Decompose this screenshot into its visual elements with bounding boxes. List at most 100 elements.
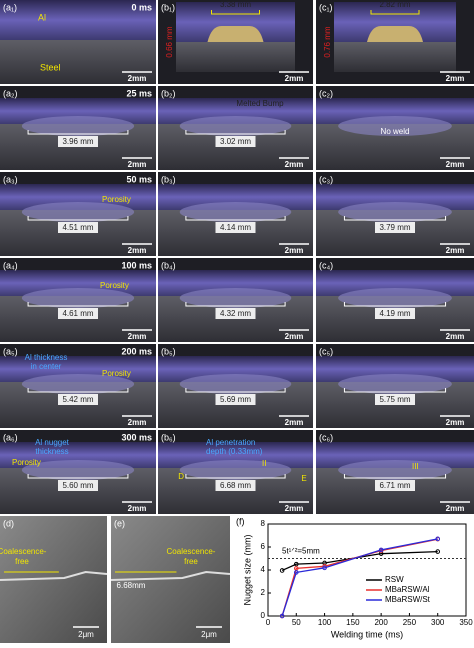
x-tick-label: 250 <box>403 618 417 627</box>
measure-box <box>58 394 98 405</box>
measure-bracket <box>27 130 129 135</box>
micrograph-panel: (c₃) 3.79 mm 2mm <box>316 172 474 256</box>
panel-label: (c₃) <box>319 174 333 184</box>
panel-label: (c₁) <box>319 2 333 12</box>
y-tick-label: 2 <box>261 588 266 597</box>
time-label: 25 ms <box>126 88 152 98</box>
micrograph-panel: (a₂) 25 ms 3.96 mm 2mm <box>0 86 156 170</box>
measure-bracket <box>27 302 129 307</box>
annotation: in center <box>31 362 62 371</box>
series-line <box>281 550 438 572</box>
measure-box <box>58 222 98 233</box>
measure-label: 3.38 mm <box>220 0 251 9</box>
annotation: No weld <box>381 127 410 136</box>
scale-label: 2mm <box>128 332 147 341</box>
bump <box>367 26 423 42</box>
panel-label: (a₅) <box>3 346 18 356</box>
nugget <box>179 116 292 136</box>
scale-label: 2mm <box>446 418 465 427</box>
legend-label: RSW <box>385 575 404 584</box>
interface <box>0 570 108 581</box>
annotation: II <box>262 459 266 468</box>
steel-layer <box>176 42 295 72</box>
measure-bracket <box>343 216 447 221</box>
y-axis-label: Nugget size (mm) <box>242 534 252 605</box>
measure-label: 6.71 mm <box>379 481 410 490</box>
nugget <box>338 116 452 136</box>
annotation: D <box>178 472 184 481</box>
micrograph-panel: (c₁) 2.82 mm 0.76 mm 2mm <box>316 0 474 84</box>
time-label: 0 ms <box>131 2 152 12</box>
micrograph-panel: (c₆) 6.71 mm III 2mm <box>316 430 474 514</box>
panel-label: (b₃) <box>161 174 176 184</box>
panel-label: (c₅) <box>319 346 333 356</box>
micrograph-panel: (b₅) 5.69 mm 2mm <box>158 344 313 428</box>
measure-bracket <box>211 10 260 15</box>
panel-label: (f) <box>236 516 245 526</box>
measure-label: 5.42 mm <box>62 395 93 404</box>
time-label: 300 ms <box>121 432 152 442</box>
measure-label: 4.19 mm <box>379 309 410 318</box>
nugget <box>338 374 452 394</box>
nugget <box>338 202 452 222</box>
annotation: free <box>184 557 198 566</box>
nugget <box>338 288 452 308</box>
nugget <box>21 460 135 480</box>
x-tick-label: 100 <box>318 618 332 627</box>
legend-label: MBaRSW/St <box>385 595 431 604</box>
micrograph-panel: (b₃) 4.14 mm 2mm <box>158 172 313 256</box>
nugget <box>21 288 135 308</box>
scale-label: 2mm <box>446 74 465 83</box>
micrograph-panel: (c₂) No weld 2mm <box>316 86 474 170</box>
measure-box <box>215 394 256 405</box>
measure-bracket <box>27 474 129 479</box>
scale-label: 2mm <box>128 74 147 83</box>
nugget <box>179 202 292 222</box>
x-tick-label: 300 <box>431 618 445 627</box>
measure-box <box>375 394 415 405</box>
panel-label: (b₁) <box>161 2 175 12</box>
annotation: Porosity <box>102 369 131 378</box>
micrograph-panel: (a₄) 100 ms 4.61 mm Porosity 2mm <box>0 258 156 342</box>
annotation: 6.68mm <box>117 581 146 590</box>
nugget <box>179 288 292 308</box>
micrograph-panel: (c₄) 4.19 mm 2mm <box>316 258 474 342</box>
bump <box>207 26 264 42</box>
annotation: Al nugget <box>35 438 70 447</box>
nugget <box>21 116 135 136</box>
measure-bracket <box>185 130 286 135</box>
measure-bracket <box>343 474 447 479</box>
micrograph-panel: (b₁) 3.38 mm 0.66 mm 2mm <box>158 0 313 84</box>
annotation: III <box>412 462 419 471</box>
nugget <box>338 460 452 480</box>
annotation: Al penetration <box>206 438 255 447</box>
measure-label: 3.02 mm <box>220 137 251 146</box>
time-label: 200 ms <box>121 346 152 356</box>
measure-label: 4.32 mm <box>220 309 251 318</box>
y-tick-label: 0 <box>261 611 266 620</box>
nugget <box>179 460 292 480</box>
annotation: free <box>15 557 29 566</box>
data-point <box>435 536 441 542</box>
annotation: Porosity <box>100 281 129 290</box>
panel-label: (c₆) <box>319 432 333 442</box>
measure-label: 5.60 mm <box>62 481 93 490</box>
scale-label: 2mm <box>128 504 147 513</box>
measure-label: 5.75 mm <box>379 395 410 404</box>
measure-bracket <box>370 10 420 15</box>
scale-label: 2mm <box>285 332 304 341</box>
measure-label: 4.14 mm <box>220 223 251 232</box>
panel-label: (b₄) <box>161 260 176 270</box>
measure-bracket <box>185 216 286 221</box>
measure-box <box>58 136 98 147</box>
annotation: 0.76 mm <box>323 26 332 57</box>
x-tick-label: 50 <box>292 618 301 627</box>
panel-label: (b₅) <box>161 346 176 356</box>
data-point <box>435 549 441 554</box>
measure-bracket <box>185 388 286 393</box>
y-tick-label: 4 <box>261 565 266 574</box>
scale-label: 2mm <box>446 332 465 341</box>
panel-label: (a₂) <box>3 88 18 98</box>
measure-box <box>58 308 98 319</box>
